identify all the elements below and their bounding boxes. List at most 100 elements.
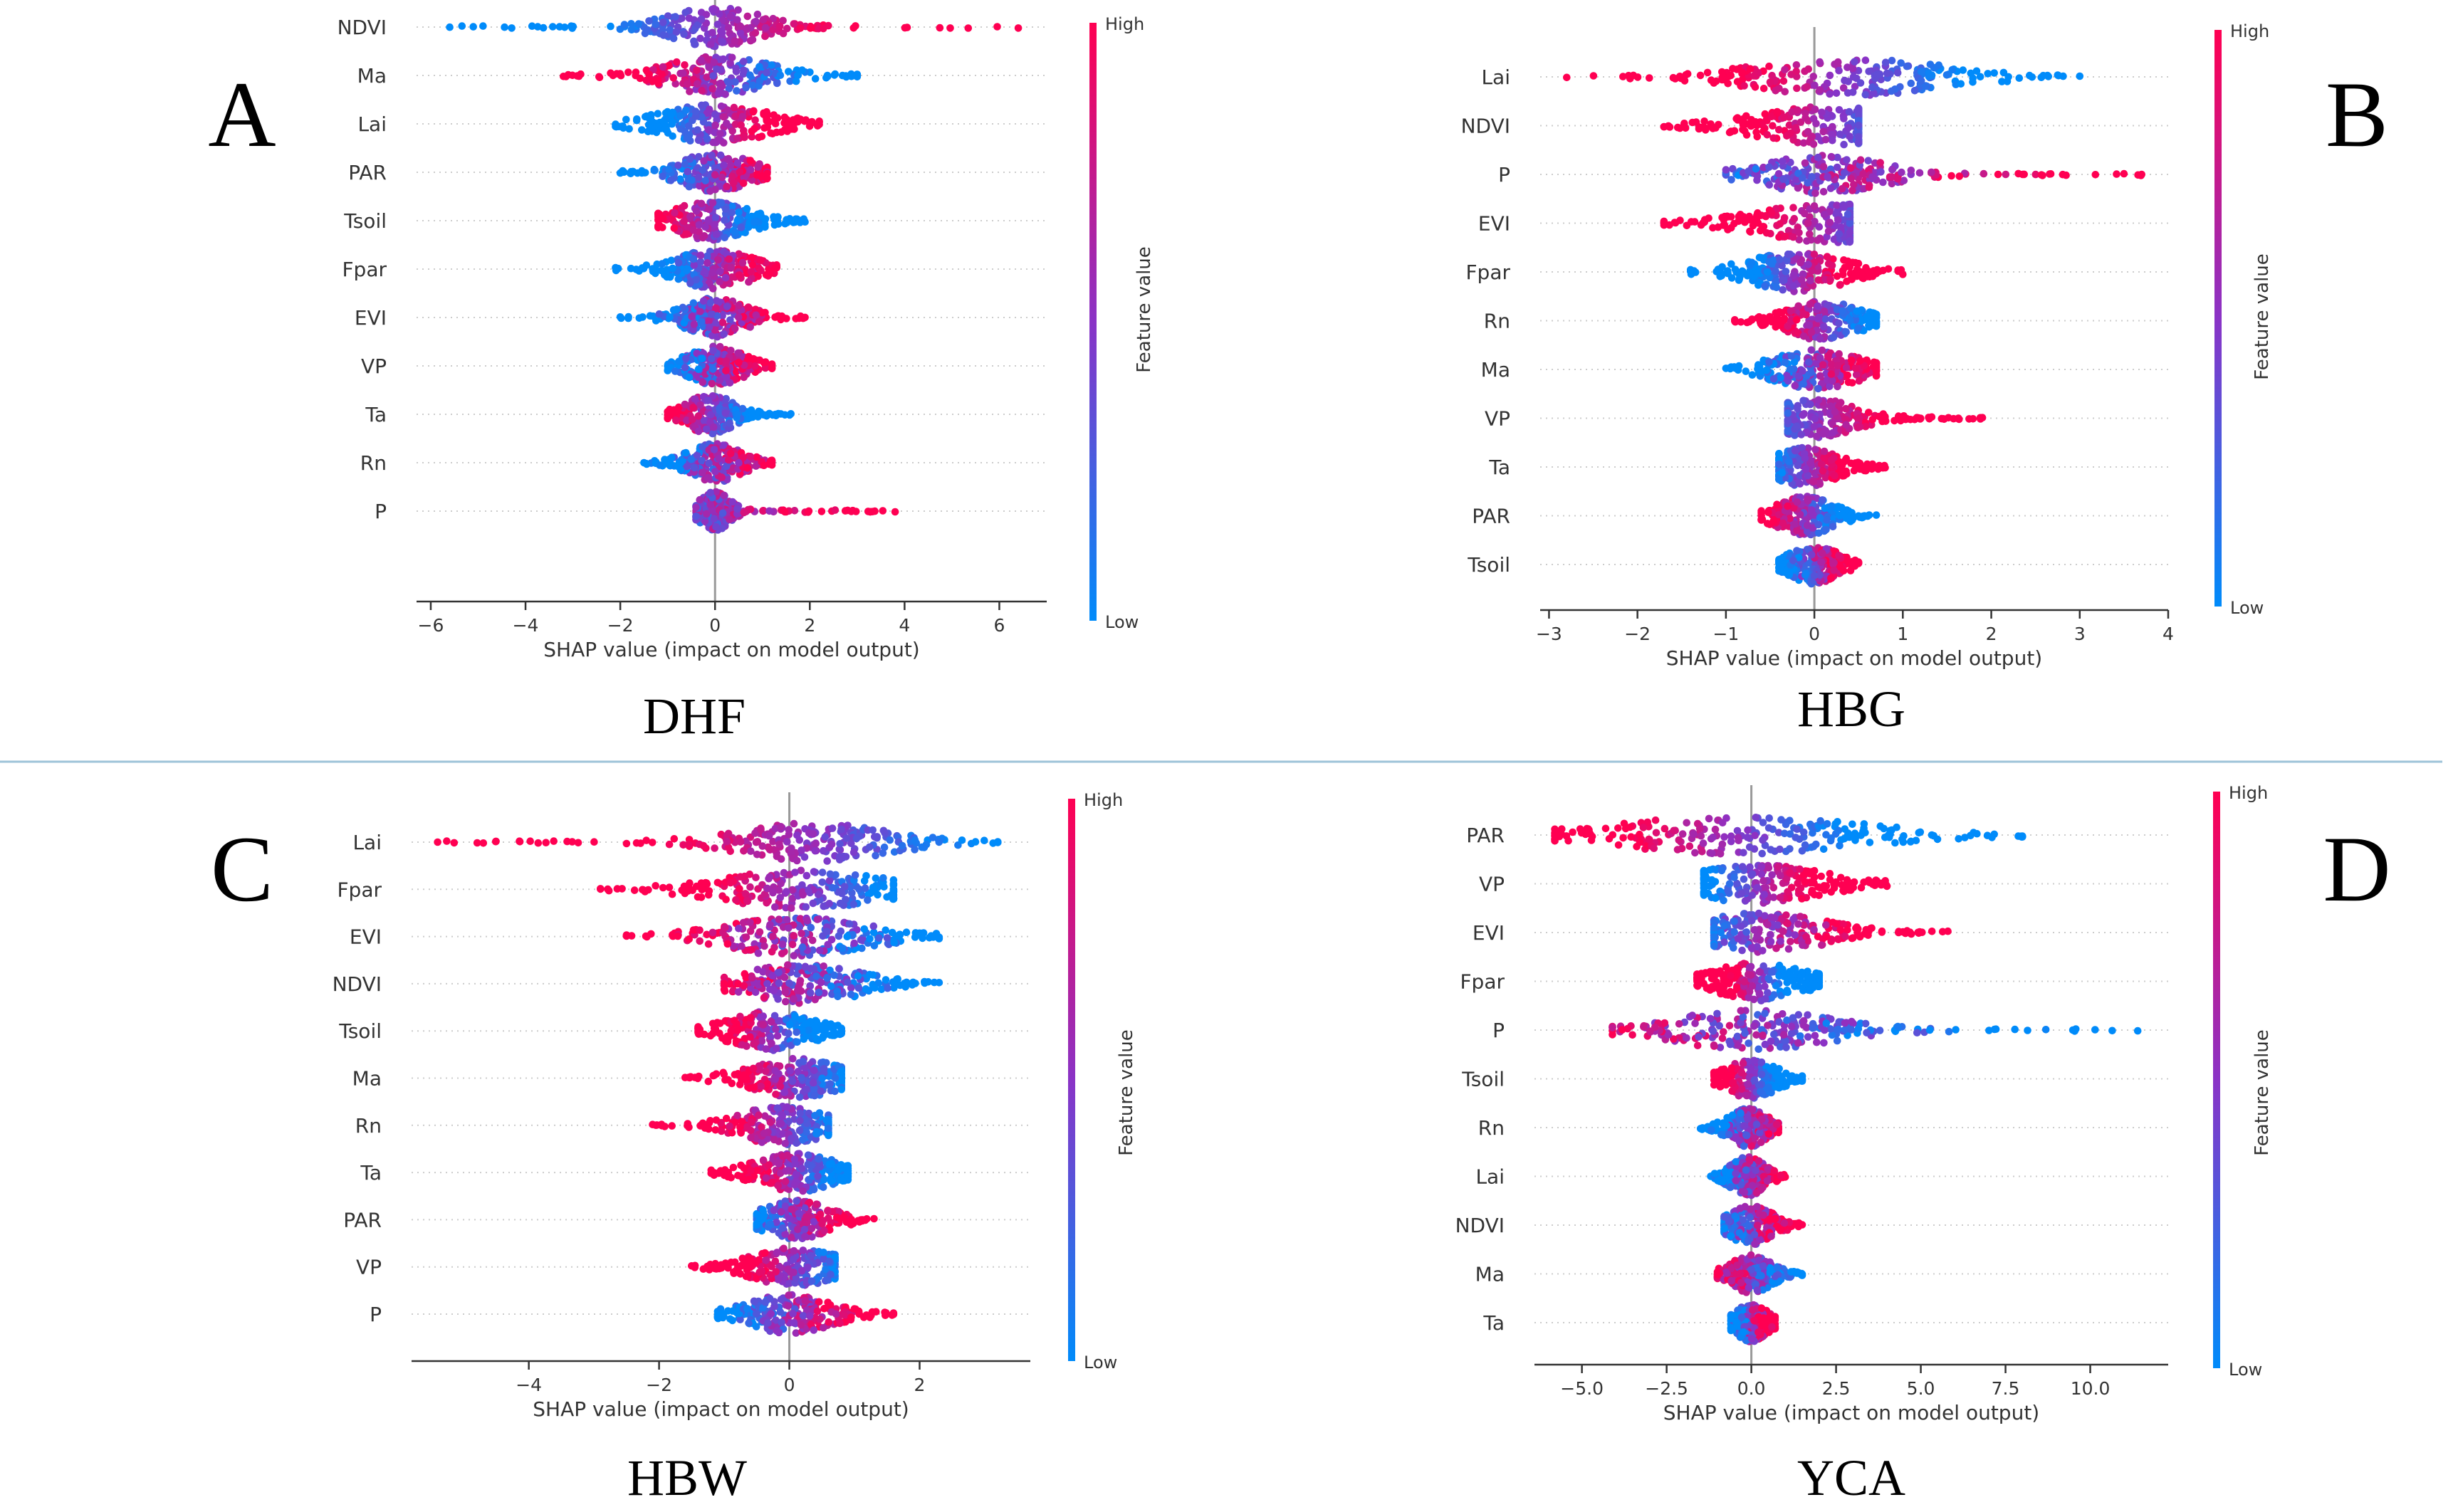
shap-point bbox=[1965, 415, 1973, 423]
shap-point bbox=[1794, 106, 1801, 114]
shap-point bbox=[686, 155, 694, 163]
shap-point bbox=[549, 23, 557, 31]
shap-point bbox=[1847, 356, 1856, 364]
shap-point bbox=[1824, 352, 1832, 360]
shap-point bbox=[636, 74, 644, 83]
shap-point bbox=[681, 160, 689, 168]
shap-point bbox=[706, 411, 715, 419]
shap-point bbox=[1835, 552, 1843, 560]
shap-point bbox=[757, 266, 765, 275]
shap-point bbox=[635, 267, 643, 275]
shap-point bbox=[1814, 315, 1822, 322]
shap-point bbox=[1799, 310, 1807, 318]
shap-point bbox=[852, 22, 859, 30]
shap-point bbox=[706, 488, 714, 497]
shap-point bbox=[1850, 460, 1858, 468]
shap-point bbox=[683, 463, 691, 471]
shap-point bbox=[1836, 562, 1844, 571]
shap-point bbox=[679, 303, 687, 312]
shap-point bbox=[1795, 229, 1803, 237]
shap-point bbox=[708, 392, 717, 400]
shap-point bbox=[533, 23, 542, 31]
shap-point bbox=[1793, 498, 1801, 506]
shap-point bbox=[1888, 166, 1896, 174]
shap-point bbox=[1774, 510, 1783, 519]
shap-point bbox=[694, 412, 703, 420]
shap-point bbox=[680, 30, 688, 38]
shap-point bbox=[765, 507, 773, 515]
shap-point bbox=[1940, 415, 1947, 423]
shap-point bbox=[796, 24, 805, 32]
shap-point bbox=[665, 165, 673, 173]
shap-point bbox=[728, 202, 736, 211]
shap-point bbox=[1897, 59, 1905, 67]
shap-point bbox=[644, 26, 652, 34]
shap-point bbox=[686, 212, 694, 221]
shap-point bbox=[743, 12, 752, 21]
shap-point bbox=[1808, 506, 1816, 514]
shap-point bbox=[1722, 166, 1730, 174]
shap-point bbox=[1765, 163, 1773, 172]
shap-point bbox=[1865, 409, 1873, 416]
shap-point bbox=[798, 66, 806, 74]
shap-point bbox=[1879, 178, 1887, 187]
shap-point bbox=[1844, 124, 1853, 132]
shap-point bbox=[671, 13, 679, 21]
shap-point bbox=[2046, 170, 2055, 178]
shap-point bbox=[1766, 78, 1774, 86]
shap-point bbox=[1863, 512, 1872, 520]
shap-point bbox=[1839, 267, 1847, 275]
shap-point bbox=[743, 204, 751, 213]
x-tick-label: 0 bbox=[709, 615, 721, 636]
shap-point bbox=[1848, 379, 1856, 387]
feature-label: Rn bbox=[360, 451, 387, 475]
shap-point bbox=[735, 313, 743, 322]
shap-point bbox=[741, 133, 748, 142]
shap-point bbox=[1855, 414, 1863, 422]
shap-point bbox=[2039, 172, 2046, 179]
shap-point bbox=[1823, 253, 1831, 261]
shap-point bbox=[1910, 87, 1919, 95]
shap-point bbox=[1690, 218, 1699, 226]
shap-point bbox=[800, 215, 808, 224]
site-label: HBW bbox=[627, 1449, 747, 1506]
shap-point bbox=[1847, 174, 1855, 183]
shap-point bbox=[773, 128, 780, 137]
feature-row-ta: Ta bbox=[365, 392, 1047, 438]
shap-point bbox=[695, 221, 704, 229]
shap-point bbox=[705, 205, 713, 214]
shap-point bbox=[1769, 316, 1777, 325]
shap-point bbox=[1863, 313, 1871, 320]
shap-point bbox=[1899, 412, 1907, 421]
feature-label: Lai bbox=[357, 112, 387, 136]
shap-point bbox=[1854, 105, 1863, 113]
shap-point bbox=[891, 508, 899, 516]
shap-point bbox=[1814, 384, 1822, 393]
feature-label: VP bbox=[1485, 407, 1510, 431]
shap-point bbox=[1775, 125, 1783, 134]
shap-point bbox=[761, 32, 769, 41]
shap-point bbox=[1779, 175, 1787, 183]
shap-point bbox=[733, 159, 742, 167]
shap-point bbox=[1768, 260, 1776, 268]
shap-point bbox=[638, 126, 646, 134]
shap-point bbox=[1942, 71, 1951, 79]
shap-point bbox=[1772, 323, 1780, 331]
shap-point bbox=[683, 230, 691, 238]
shap-point bbox=[685, 14, 694, 22]
shap-point bbox=[790, 507, 799, 515]
shap-point bbox=[1779, 519, 1787, 527]
shap-point bbox=[1705, 214, 1712, 222]
shap-point bbox=[753, 453, 760, 461]
shap-point bbox=[1803, 521, 1811, 530]
shap-point bbox=[721, 90, 729, 98]
shap-point bbox=[672, 416, 680, 424]
shap-point bbox=[738, 112, 747, 120]
shap-point bbox=[1791, 520, 1799, 528]
shap-point bbox=[733, 87, 741, 95]
shap-point bbox=[722, 367, 730, 374]
shap-point bbox=[712, 304, 720, 313]
shap-point bbox=[879, 849, 887, 857]
shap-point bbox=[720, 139, 728, 147]
shap-point bbox=[1894, 267, 1903, 275]
